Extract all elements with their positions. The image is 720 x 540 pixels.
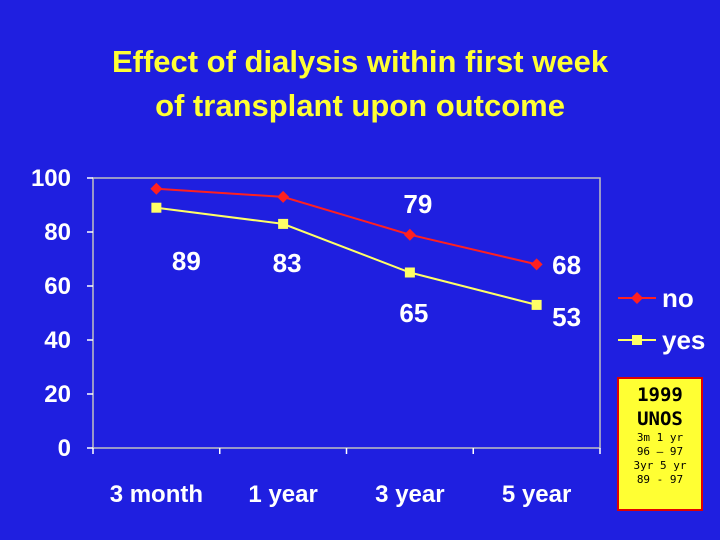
y-tick-label: 40: [44, 327, 71, 354]
slide-title: Effect of dialysis within first week of …: [0, 40, 720, 128]
x-tick-label: 5 year: [502, 481, 571, 508]
note-year: 1999: [637, 384, 683, 406]
data-label: 65: [399, 298, 428, 328]
y-tick-label: 60: [44, 273, 71, 300]
y-tick-label: 0: [58, 435, 71, 462]
plot-area: [92, 177, 601, 449]
note-line-1: 3m 1 yr: [636, 431, 684, 444]
point-no: [530, 258, 543, 271]
data-label: 68: [552, 250, 581, 280]
x-tick-label: 3 year: [375, 481, 444, 508]
point-no: [403, 228, 416, 241]
legend-label-no: no: [662, 283, 694, 313]
series-line-yes: [156, 206, 537, 306]
x-tick-label: 1 year: [248, 481, 317, 508]
note-org: UNOS: [637, 408, 683, 430]
note-line-3: 3yr 5 yr: [633, 459, 687, 472]
title-line-1: Effect of dialysis within first week: [111, 44, 609, 79]
legend-marker-yes: [632, 335, 642, 345]
point-yes: [278, 218, 289, 229]
point-no: [150, 182, 163, 195]
y-tick-label: 20: [44, 381, 71, 408]
data-label: 79: [403, 189, 432, 219]
point-no: [277, 190, 290, 203]
legend-marker-no: [631, 292, 643, 304]
title-line-2: of transplant upon outcome: [155, 88, 565, 123]
note-line-2: 96 – 97: [636, 445, 684, 458]
point-yes: [531, 299, 542, 310]
series-line-no: [156, 187, 537, 266]
data-label: 83: [273, 248, 302, 278]
unos-note-box: 1999 UNOS 3m 1 yr 96 – 97 3yr 5 yr 89 - …: [617, 377, 703, 511]
point-yes: [404, 267, 415, 278]
note-line-4: 89 - 97: [636, 473, 684, 486]
legend-label-yes: yes: [662, 325, 705, 355]
data-label: 89: [172, 246, 201, 276]
y-tick-label: 100: [31, 165, 71, 192]
data-label: 53: [552, 302, 581, 332]
y-tick-label: 80: [44, 219, 71, 246]
x-tick-label: 3 month: [110, 481, 203, 508]
point-yes: [151, 202, 162, 213]
